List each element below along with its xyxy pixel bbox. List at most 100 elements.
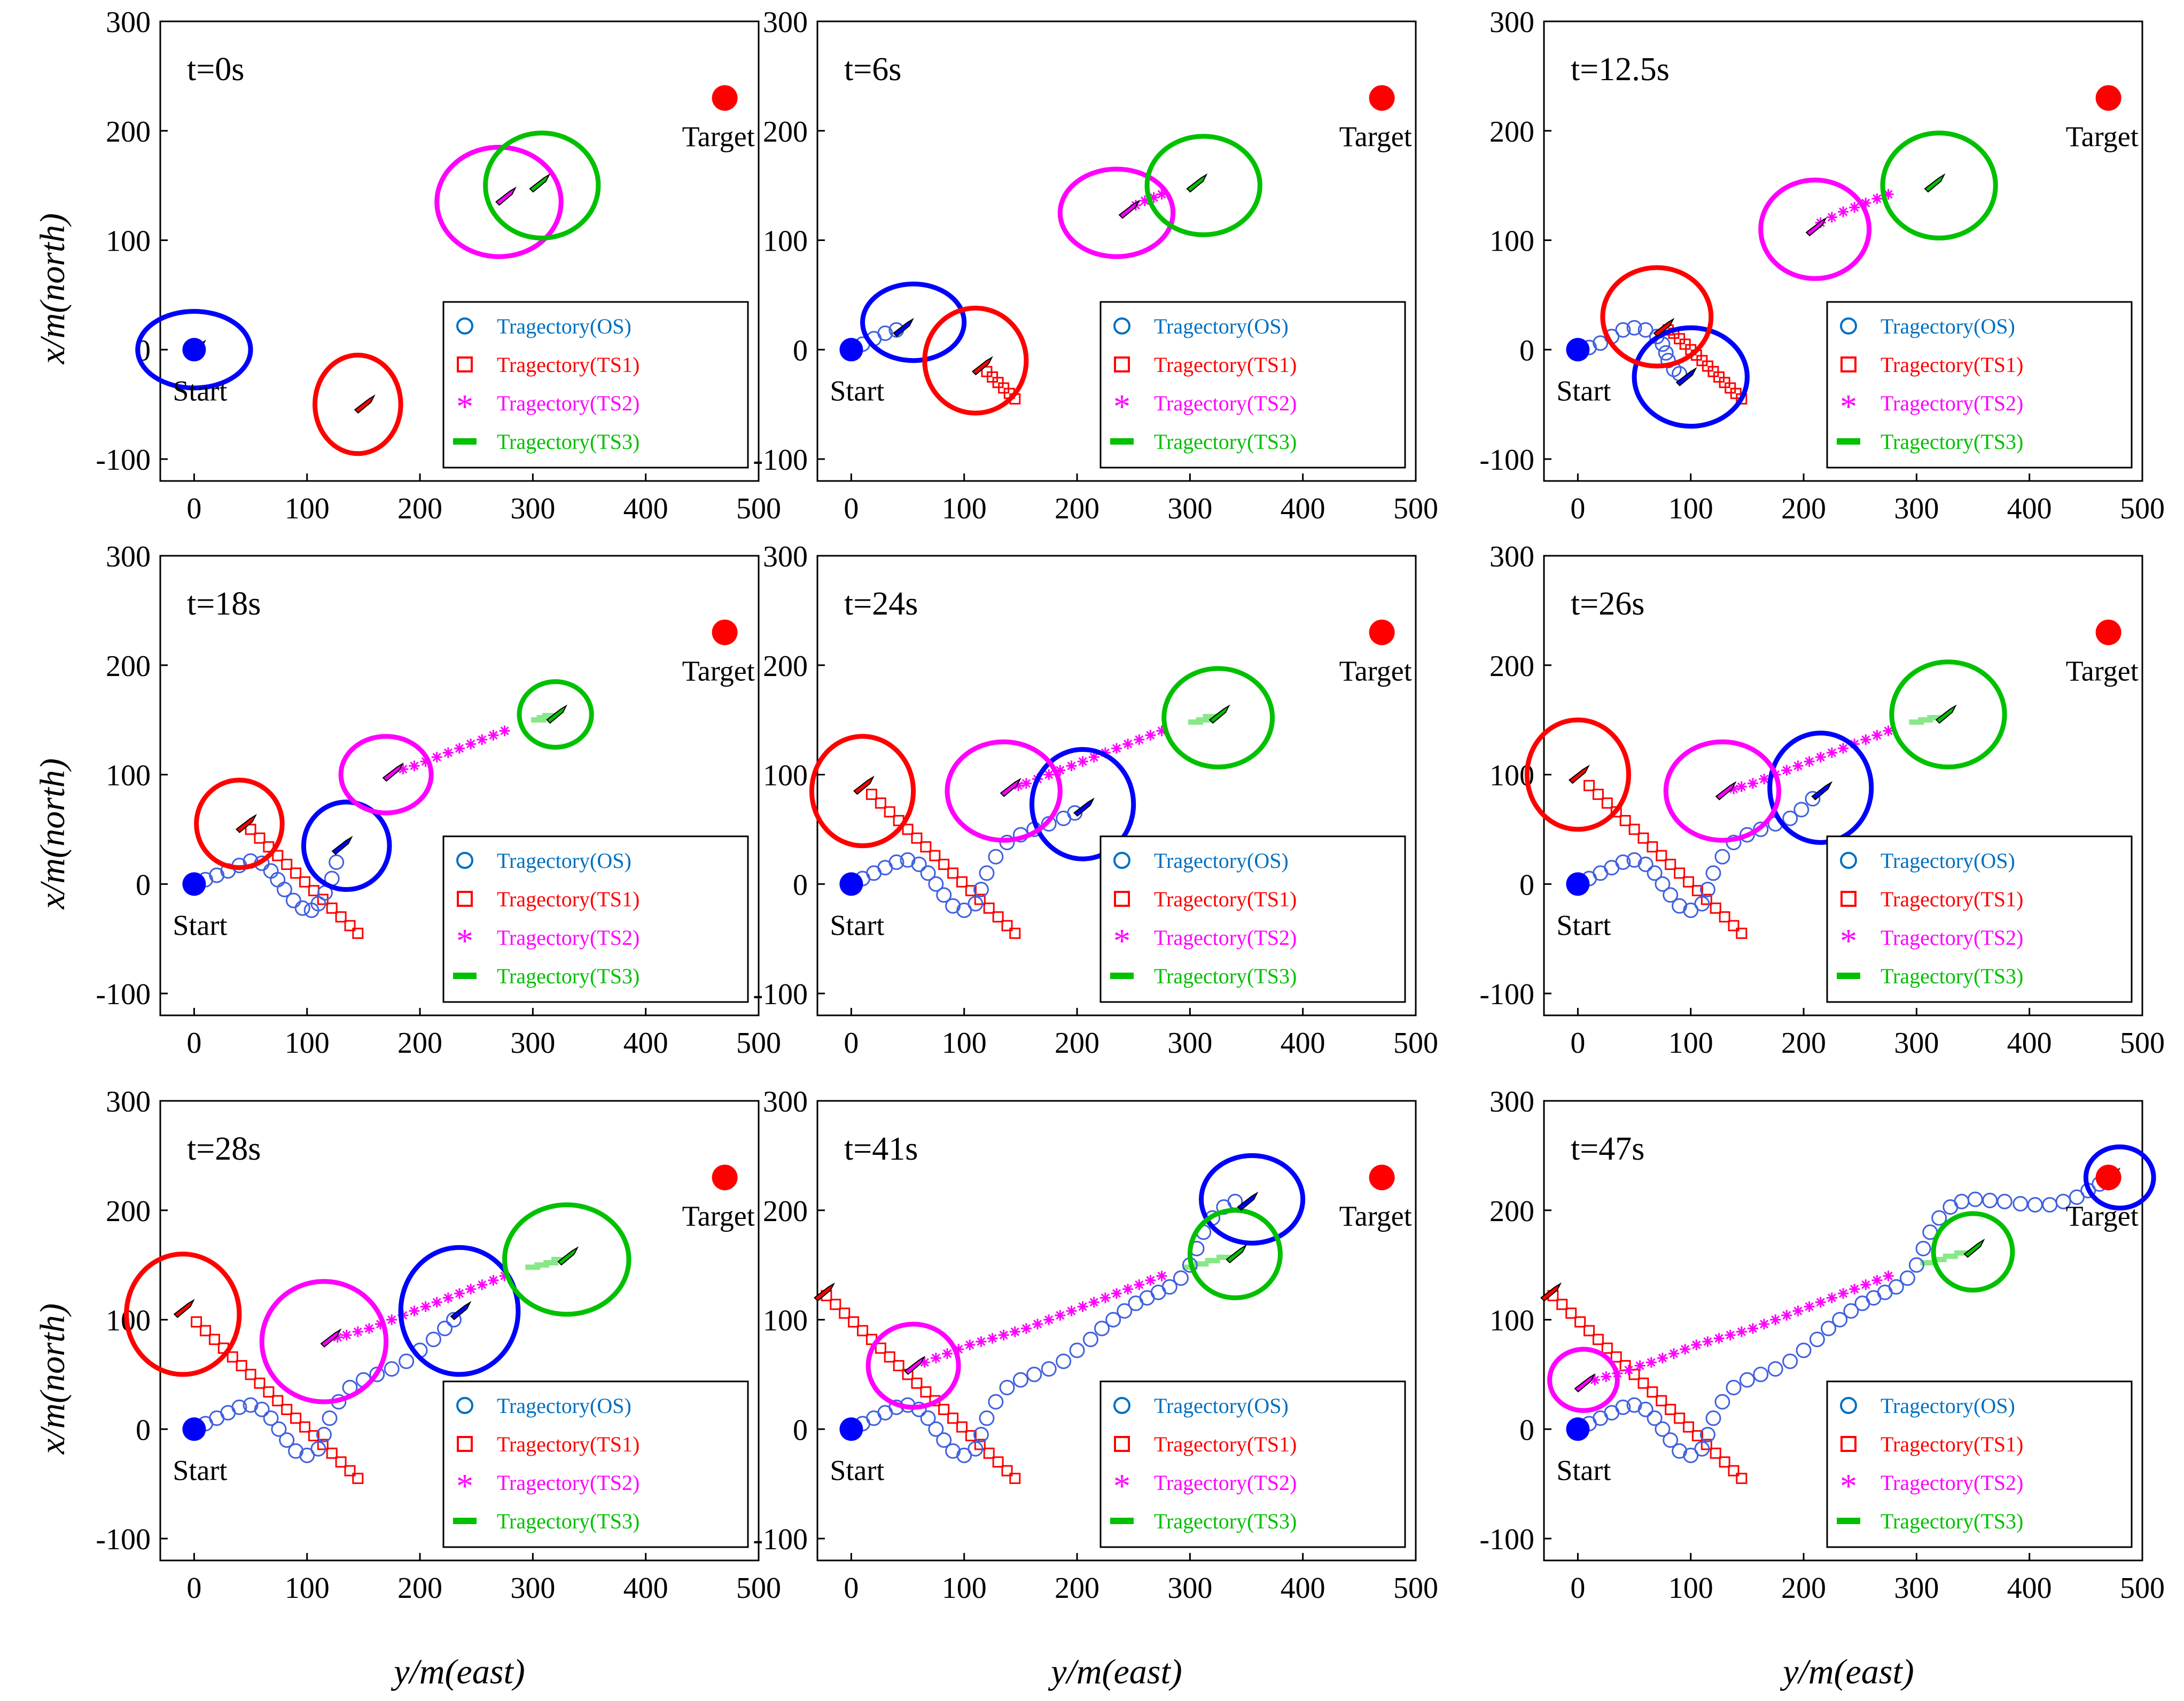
ts2-trail-marker [1099,1292,1111,1303]
ts2-trail-marker [1781,765,1792,776]
legend-label: Tragectory(TS2) [1154,391,1297,415]
ts1-ship-icon [1568,764,1590,784]
ts1-ship-icon [1653,317,1675,337]
ts1-trail-marker [236,1360,247,1372]
x-tick-label: 300 [510,492,555,525]
os-safety-domain [860,281,967,363]
os-trail-marker [988,1394,1004,1410]
legend-ts1-icon [457,1436,473,1452]
os-trail-marker [270,872,286,888]
ts1-trail-marker [254,1377,266,1389]
x-tick-label: 300 [1167,1027,1212,1060]
os-trail-marker [1637,322,1653,338]
ts1-safety-domain [124,1252,242,1377]
os-trail-marker [1714,849,1730,865]
ts1-trail-marker [1691,1430,1703,1442]
ts1-trail-marker [992,911,1004,923]
y-tick-label: -100 [753,1523,808,1556]
ts2-trail-marker [1066,1306,1077,1317]
ts3-safety-domain [1880,130,1998,240]
os-trail-marker [1082,1331,1098,1347]
x-tick-label: 200 [397,1027,442,1060]
ts2-trail-marker [1043,769,1055,780]
y-tick-label: 0 [793,868,808,902]
legend-os-icon [1113,1397,1130,1414]
ts1-trail-marker [281,858,293,870]
target-label: Target [2066,1200,2139,1232]
x-tick-label: 100 [1668,492,1713,525]
legend-label: Tragectory(TS1) [497,887,639,911]
ts2-trail-marker [1702,1336,1713,1347]
ts2-trail-marker [1804,756,1815,767]
ts1-trail-marker [1674,1412,1686,1424]
ts3-ship-icon [529,173,551,193]
ts2-trail-marker [352,1326,363,1338]
os-trail-marker [276,882,292,898]
x-tick-label: 500 [736,1027,781,1060]
ts2-trail-marker [1645,1357,1657,1368]
ts2-trail-marker [1860,1279,1871,1290]
ts2-safety-domain [865,1322,961,1410]
ts1-trail-marker [1001,920,1013,931]
os-trail-marker [1753,1366,1769,1382]
os-trail-marker [979,1410,995,1426]
ts1-trail-marker [1656,1395,1667,1407]
ts1-trail-marker [317,1439,329,1450]
ts2-trail-marker [1009,1326,1020,1338]
ts1-trail-marker [308,885,319,897]
x-tick-label: 100 [1668,1572,1713,1605]
os-trail-marker [1843,1303,1859,1319]
os-trail-marker [231,1399,247,1415]
axes-frame [816,555,1417,1016]
ts3-ship-icon [557,1246,579,1266]
y-tick-label: 0 [136,1413,151,1447]
os-trail-marker [2027,1197,2043,1213]
y-axis-title: x/m(north) [33,1303,72,1455]
os-safety-domain [1029,747,1136,861]
ts2-trail-marker [1860,197,1871,208]
time-label: t=26s [1571,586,1644,622]
y-tick-label: -100 [1479,1523,1534,1556]
ts2-trail-marker [1883,189,1894,200]
legend-label: Tragectory(OS) [1154,1394,1289,1418]
os-trail-marker [1739,827,1755,843]
legend-os-icon [1840,1397,1857,1414]
ts3-ship-icon [1208,704,1230,724]
ts2-trail-marker [1134,1279,1145,1290]
ts2-trail-marker [1111,743,1122,754]
os-trail-marker [384,1361,400,1377]
ts1-trail-marker [1574,1316,1586,1328]
legend-ts2-icon: * [456,387,473,425]
ts2-ship-icon [1118,199,1140,219]
ts1-trail-marker [884,806,895,818]
x-tick-label: 400 [1281,1572,1325,1605]
os-trail-marker [1767,1361,1783,1377]
ts1-trail-marker [245,1369,256,1380]
ts2-trail-marker [998,1330,1009,1341]
ts1-trail-marker [938,858,950,870]
ts2-trail-marker [1781,1310,1792,1321]
os-trail-marker [1658,345,1674,361]
legend-label: Tragectory(TS2) [1881,391,2023,415]
os-trail-marker [928,876,944,892]
ts3-safety-domain [1144,134,1262,237]
legend-ts2-icon: * [456,1467,473,1505]
target-label: Target [1339,655,1412,687]
x-tick-label: 300 [1894,1572,1939,1605]
os-trail-marker [310,896,326,912]
x-tick-label: 0 [1570,492,1585,525]
os-trail-marker [1041,1361,1057,1377]
start-label: Start [173,375,227,407]
ts1-trail-marker [1719,1456,1730,1468]
y-tick-label: 0 [1519,334,1534,367]
os-trail-marker [1782,810,1798,826]
ts2-trail-marker [1122,739,1134,750]
ts1-trail-marker [272,850,284,861]
ts2-trail-marker [1804,1301,1815,1312]
ts1-trail-marker [956,1421,968,1433]
target-label: Target [1339,120,1412,152]
ts1-trail-marker [1628,824,1640,835]
x-tick-label: 100 [942,1027,987,1060]
legend-label: Tragectory(TS3) [1881,964,2023,988]
legend-label: Tragectory(OS) [1881,849,2015,873]
